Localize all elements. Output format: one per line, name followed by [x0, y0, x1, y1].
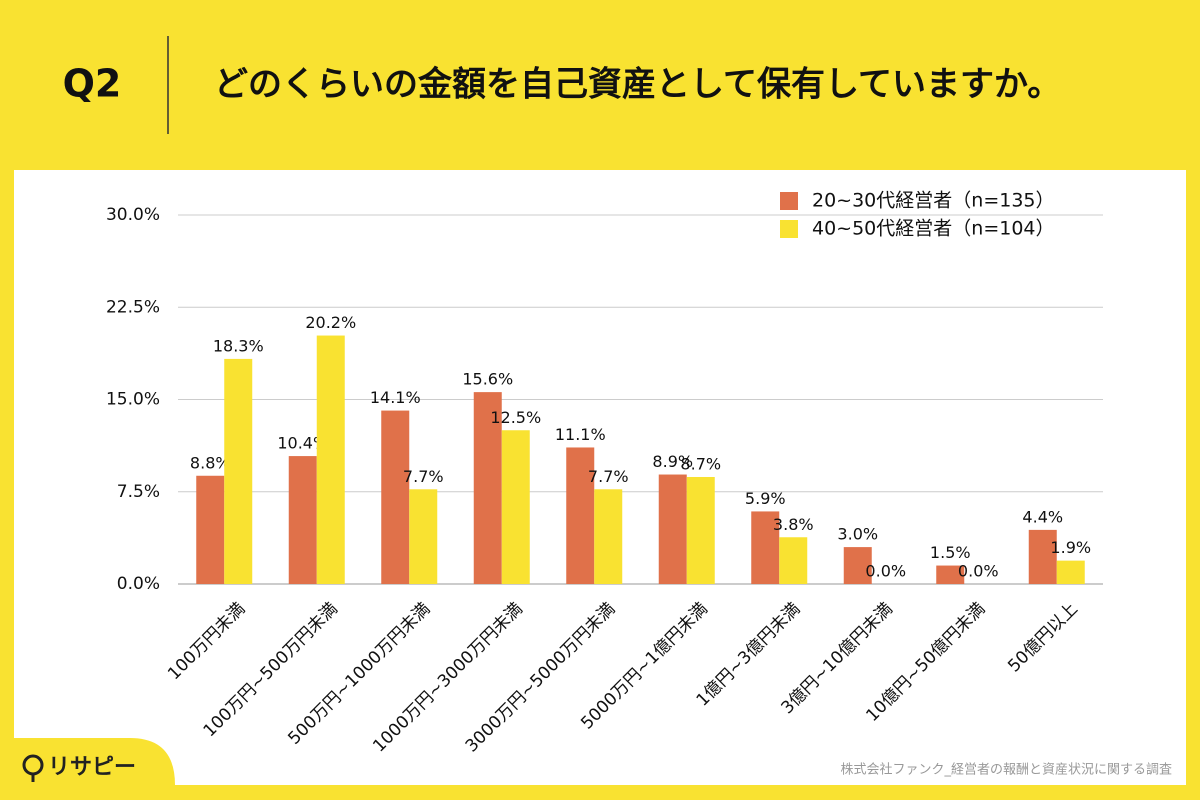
- bar: [316, 335, 345, 584]
- value-label: 20.2%: [305, 313, 356, 332]
- bar: [936, 565, 965, 584]
- value-label: 8.7%: [680, 454, 721, 473]
- bar: [843, 547, 872, 584]
- value-label: 14.1%: [370, 388, 421, 407]
- logo: リサピー: [48, 755, 136, 780]
- value-label: 0.0%: [865, 562, 906, 581]
- bar: [751, 511, 780, 584]
- value-label: 12.5%: [490, 408, 541, 427]
- y-tick-label: 0.0%: [117, 574, 160, 594]
- y-tick-label: 22.5%: [106, 297, 160, 317]
- bar: [196, 475, 225, 584]
- bar: [409, 489, 438, 584]
- bar: [501, 430, 530, 584]
- y-tick-label: 15.0%: [106, 390, 160, 410]
- value-label: 18.3%: [213, 336, 264, 355]
- bar: [1056, 560, 1085, 584]
- value-label: 11.1%: [555, 425, 606, 444]
- page-title: どのくらいの金額を自己資産として保有していますか。: [214, 65, 1061, 105]
- legend-label: 40~50代経営者（n=104）: [812, 218, 1055, 240]
- question-number: Q2: [63, 62, 122, 106]
- bar: [686, 476, 715, 584]
- bar: [1028, 529, 1057, 584]
- legend-label: 20~30代経営者（n=135）: [812, 190, 1055, 212]
- y-tick-label: 7.5%: [117, 482, 160, 502]
- value-label: 3.8%: [773, 515, 814, 534]
- bar: [594, 489, 623, 584]
- y-tick-label: 30.0%: [106, 205, 160, 225]
- value-label: 1.5%: [930, 543, 971, 562]
- bar: [779, 537, 808, 584]
- bar: [381, 410, 410, 584]
- value-label: 0.0%: [958, 562, 999, 581]
- value-label: 4.4%: [1022, 507, 1063, 526]
- legend-swatch: [780, 220, 798, 238]
- value-label: 10.4%: [277, 434, 328, 453]
- legend-swatch: [780, 192, 798, 210]
- source: 株式会社ファンク_経営者の報酬と資産状況に関する調査: [840, 762, 1172, 778]
- value-label: 15.6%: [462, 370, 513, 389]
- value-label: 8.8%: [190, 453, 231, 472]
- bar: [288, 456, 317, 584]
- value-label: 3.0%: [837, 525, 878, 544]
- bar: [473, 392, 502, 584]
- value-label: 7.7%: [588, 467, 629, 486]
- bar: [566, 447, 595, 584]
- value-label: 8.9%: [652, 452, 693, 471]
- value-label: 7.7%: [403, 467, 444, 486]
- value-label: 1.9%: [1050, 538, 1091, 557]
- logo-bg: [0, 738, 175, 800]
- value-label: 5.9%: [745, 489, 786, 508]
- bar: [224, 358, 253, 584]
- bar: [658, 474, 687, 584]
